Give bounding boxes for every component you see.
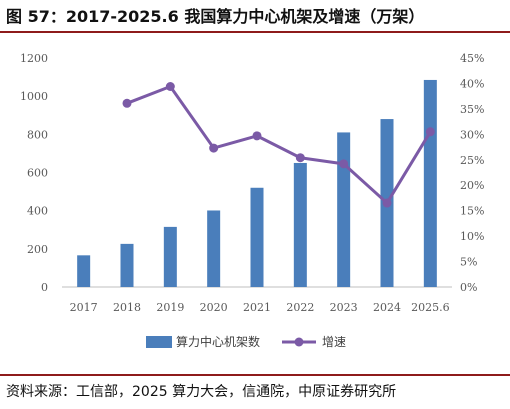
y-right-tick-label: 15% [460, 205, 484, 218]
y-left-tick-label: 800 [27, 128, 48, 141]
y-right-tick-label: 30% [460, 128, 484, 141]
legend-bar-label: 算力中心机架数 [176, 334, 260, 349]
y-right-tick-label: 5% [460, 256, 477, 269]
y-left-tick-label: 600 [27, 167, 48, 180]
bar-2025.6 [423, 79, 437, 287]
growth-point-2024 [382, 198, 392, 208]
bar-2023 [337, 132, 351, 287]
chart-axes: 0 200 400 600 800 1000 1200 0% 5% 10% 15% 20% 25% 30%… [20, 52, 484, 314]
growth-point-2022 [295, 153, 305, 163]
y-right-tick-label: 10% [460, 230, 484, 243]
source-rule [0, 374, 510, 376]
title-rule [0, 31, 510, 33]
y-left-tick-label: 1000 [20, 90, 48, 103]
bar-2020 [207, 210, 221, 287]
chart-bars [77, 79, 437, 287]
x-tick-label: 2023 [330, 301, 358, 314]
growth-point-2025.6 [425, 127, 435, 137]
bar-2017 [77, 255, 91, 287]
y-right-tick-label: 25% [460, 154, 484, 167]
y-right-tick-label: 40% [460, 77, 484, 90]
x-tick-label: 2017 [70, 301, 98, 314]
chart-legend: 算力中心机架数 增速 [146, 334, 346, 349]
y-left-tick-label: 0 [41, 281, 48, 294]
growth-point-2019 [165, 81, 175, 91]
chart: 0 200 400 600 800 1000 1200 0% 5% 10% 15% 20% 25% 30%… [20, 52, 484, 349]
legend-bar-swatch [146, 336, 172, 348]
x-tick-label: 2022 [286, 301, 314, 314]
growth-point-2020 [209, 143, 219, 153]
growth-point-2021 [252, 131, 262, 141]
x-tick-label: 2019 [156, 301, 184, 314]
y-left-tick-label: 1200 [20, 52, 48, 65]
y-right-tick-label: 45% [460, 52, 484, 65]
y-left-tick-label: 200 [27, 243, 48, 256]
bar-2021 [250, 187, 264, 287]
bar-2018 [120, 243, 134, 287]
x-tick-label: 2021 [243, 301, 271, 314]
x-tick-label: 2018 [113, 301, 141, 314]
source-note: 资料来源：工信部，2025 算力大会，信通院，中原证券研究所 [6, 384, 397, 400]
growth-line-path [126, 84, 432, 205]
growth-point-2023 [339, 159, 349, 169]
chart-growth-line [122, 81, 435, 208]
figure-title: 图 57：2017-2025.6 我国算力中心机架及增速（万架） [6, 7, 425, 26]
y-right-tick-label: 20% [460, 179, 484, 192]
legend-line-label: 增速 [322, 335, 346, 349]
x-tick-label: 2020 [200, 301, 228, 314]
x-tick-label: 2025.6 [411, 301, 450, 314]
y-right-tick-label: 0% [460, 281, 477, 294]
bar-2022 [293, 162, 307, 287]
y-right-tick-label: 35% [460, 103, 484, 116]
bar-2019 [163, 226, 177, 287]
y-left-tick-label: 400 [27, 205, 48, 218]
x-tick-label: 2024 [373, 301, 401, 314]
legend-line-marker [294, 337, 304, 347]
growth-point-2018 [122, 98, 132, 108]
